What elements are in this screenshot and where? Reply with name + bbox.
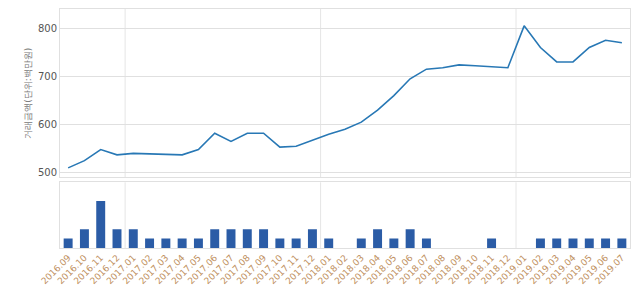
svg-text:2017.12: 2017.12 (284, 253, 317, 286)
svg-text:2018.06: 2018.06 (381, 253, 415, 287)
svg-text:2017.01: 2017.01 (104, 253, 137, 286)
svg-text:2019.06: 2019.06 (577, 253, 611, 287)
svg-text:2019.04: 2019.04 (544, 253, 578, 287)
svg-text:2017.08: 2017.08 (218, 253, 252, 287)
svg-text:2018.11: 2018.11 (463, 253, 496, 286)
svg-text:2019.05: 2019.05 (560, 253, 593, 286)
svg-text:800: 800 (38, 23, 57, 34)
svg-text:2016.11: 2016.11 (72, 253, 105, 286)
svg-text:700: 700 (38, 71, 57, 82)
svg-text:2016.12: 2016.12 (88, 253, 121, 286)
svg-text:2017.09: 2017.09 (235, 253, 269, 287)
svg-text:2018.03: 2018.03 (332, 253, 365, 286)
svg-text:2017.03: 2017.03 (137, 253, 170, 286)
svg-text:2019.07: 2019.07 (593, 253, 626, 286)
svg-text:2019.01: 2019.01 (495, 253, 528, 286)
svg-text:2018.04: 2018.04 (349, 253, 383, 287)
svg-text:2017.07: 2017.07 (202, 253, 235, 286)
svg-text:2017.10: 2017.10 (251, 253, 285, 287)
svg-text:2018.12: 2018.12 (479, 253, 512, 286)
svg-text:2018.05: 2018.05 (365, 253, 398, 286)
svg-text:2018.02: 2018.02 (316, 253, 349, 286)
svg-text:2019.03: 2019.03 (528, 253, 561, 286)
svg-text:2018.08: 2018.08 (414, 253, 448, 287)
svg-text:2018.09: 2018.09 (430, 253, 464, 287)
svg-text:2017.05: 2017.05 (170, 253, 203, 286)
svg-text:2018.01: 2018.01 (300, 253, 333, 286)
svg-text:2017.04: 2017.04 (153, 253, 187, 287)
svg-text:2017.02: 2017.02 (121, 253, 154, 286)
svg-text:2019.02: 2019.02 (512, 253, 545, 286)
svg-text:2018.07: 2018.07 (398, 253, 431, 286)
svg-text:600: 600 (38, 119, 57, 130)
svg-text:500: 500 (38, 167, 57, 178)
svg-text:2017.11: 2017.11 (267, 253, 300, 286)
svg-text:2016.09: 2016.09 (39, 253, 73, 287)
svg-text:거래금액(단위:백만원): 거래금액(단위:백만원) (23, 48, 33, 139)
svg-text:2016.10: 2016.10 (56, 253, 90, 287)
svg-text:2018.10: 2018.10 (446, 253, 480, 287)
svg-text:2017.06: 2017.06 (186, 253, 220, 287)
